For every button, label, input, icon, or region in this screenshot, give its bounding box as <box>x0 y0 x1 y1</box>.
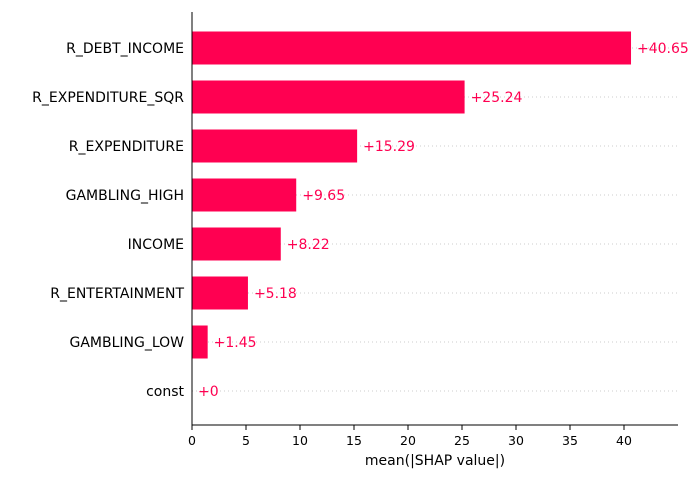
bar <box>192 178 297 212</box>
value-label: +15.29 <box>363 139 415 155</box>
bar <box>192 276 248 310</box>
value-label: +1.45 <box>214 335 257 351</box>
x-tick-label: 40 <box>616 433 632 448</box>
category-label: R_EXPENDITURE <box>69 139 184 155</box>
category-label: GAMBLING_HIGH <box>66 188 184 204</box>
category-label: R_EXPENDITURE_SQR <box>32 90 184 106</box>
bar <box>192 325 208 359</box>
value-label: +9.65 <box>302 188 345 204</box>
x-tick-label: 20 <box>400 433 416 448</box>
x-tick-label: 5 <box>242 433 250 448</box>
category-labels: R_DEBT_INCOME R_EXPENDITURE_SQR R_EXPENDIT… <box>32 41 184 400</box>
bar <box>192 227 281 261</box>
bar <box>192 80 465 114</box>
category-label: INCOME <box>128 237 184 253</box>
x-tick-label: 10 <box>292 433 308 448</box>
value-label: +25.24 <box>471 90 523 106</box>
x-tick-label: 25 <box>454 433 470 448</box>
value-labels: +40.65 +25.24 +15.29 +9.65 +8.22 +5.18 +1.45 +0 <box>198 41 689 400</box>
x-axis-title: mean(|SHAP value|) <box>365 453 505 469</box>
x-tick-label: 15 <box>346 433 362 448</box>
x-tick-label: 0 <box>188 433 196 448</box>
category-label: R_ENTERTAINMENT <box>50 286 184 302</box>
value-label: +0 <box>198 384 219 400</box>
bar <box>192 31 632 65</box>
category-label: const <box>146 384 184 400</box>
bars <box>192 31 632 359</box>
x-axis-ticks: 0 5 10 15 20 25 30 35 40 <box>188 425 632 448</box>
category-label: GAMBLING_LOW <box>69 335 184 351</box>
bar <box>192 129 358 163</box>
value-label: +8.22 <box>287 237 330 253</box>
x-tick-label: 35 <box>562 433 578 448</box>
value-label: +40.65 <box>637 41 689 57</box>
x-tick-label: 30 <box>508 433 524 448</box>
value-label: +5.18 <box>254 286 297 302</box>
category-label: R_DEBT_INCOME <box>66 41 184 57</box>
